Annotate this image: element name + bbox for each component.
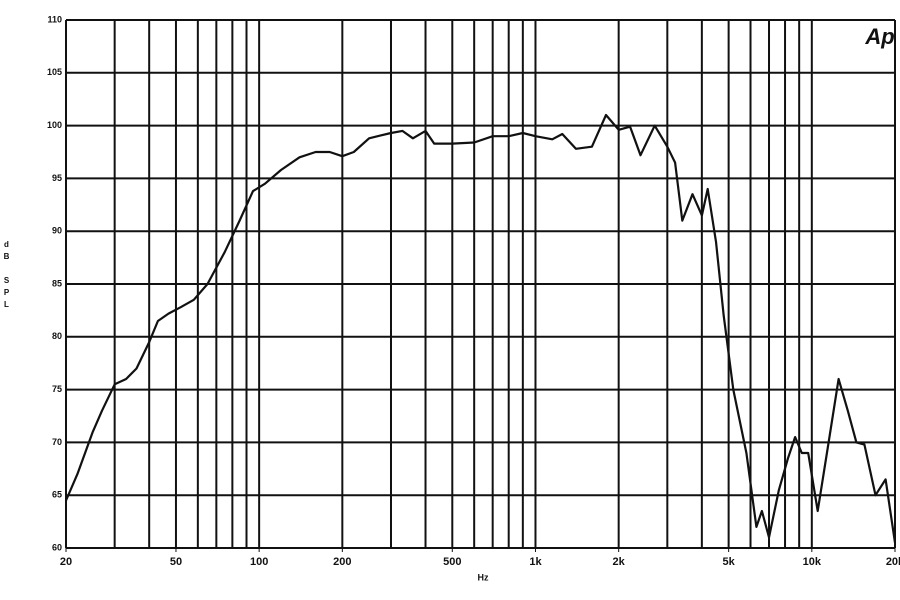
x-tick-label: 10k xyxy=(803,556,822,568)
x-tick-label: 1k xyxy=(529,556,542,568)
x-tick-label: 5k xyxy=(723,556,736,568)
x-tick-label: 20 xyxy=(60,556,72,568)
y-tick-label: 65 xyxy=(52,490,62,500)
y-tick-label: 85 xyxy=(52,278,62,288)
x-tick-label: 50 xyxy=(170,556,182,568)
x-tick-label: 100 xyxy=(250,556,268,568)
y-axis-label: dB SPL xyxy=(2,240,11,312)
x-axis-label: Hz xyxy=(478,572,489,582)
x-tick-label: 200 xyxy=(333,556,351,568)
y-tick-label: 75 xyxy=(52,384,62,394)
x-tick-label: 2k xyxy=(613,556,626,568)
y-tick-label: 100 xyxy=(47,120,62,130)
y-tick-label: 95 xyxy=(52,173,62,183)
x-tick-label: 20k xyxy=(886,556,900,568)
response-line xyxy=(64,113,897,543)
y-tick-label: 60 xyxy=(52,542,62,552)
y-tick-label: 90 xyxy=(52,226,62,236)
y-tick-label: 80 xyxy=(52,331,62,341)
logo: Ap xyxy=(864,24,894,49)
y-tick-label: 105 xyxy=(47,67,62,77)
y-tick-label: 70 xyxy=(52,437,62,447)
y-tick-label: 110 xyxy=(47,14,62,24)
x-tick-label: 500 xyxy=(443,556,461,568)
